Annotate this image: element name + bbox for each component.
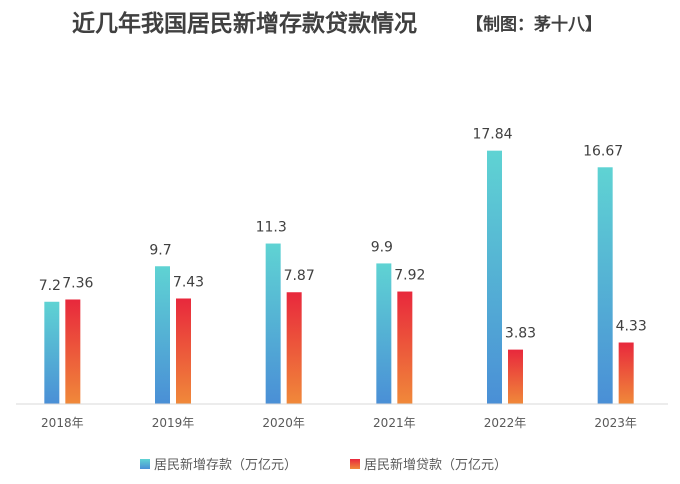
deposit-bar-0 bbox=[44, 301, 60, 404]
loan-value-label-3: 7.92 bbox=[394, 268, 425, 284]
deposit-value-label-2: 11.3 bbox=[256, 220, 287, 236]
deposit-bar-5 bbox=[597, 167, 613, 404]
loan-bar-1 bbox=[176, 298, 191, 404]
legend-label-1: 居民新增贷款（万亿元） bbox=[364, 457, 507, 473]
loan-value-label-0: 7.36 bbox=[62, 275, 93, 291]
category-label-5: 2023年 bbox=[594, 416, 637, 430]
category-label-0: 2018年 bbox=[41, 416, 84, 430]
loan-value-label-1: 7.43 bbox=[173, 274, 204, 290]
legend: 居民新增存款（万亿元） 居民新增贷款（万亿元） bbox=[140, 457, 507, 473]
category-label-2: 2020年 bbox=[262, 416, 305, 430]
loan-value-label-4: 3.83 bbox=[505, 326, 536, 342]
legend-swatch-0 bbox=[140, 459, 150, 469]
loan-value-label-2: 7.87 bbox=[284, 268, 315, 284]
category-labels-layer: 2018年 2019年 2020年 2021年 2022年 2023年 bbox=[41, 416, 637, 430]
deposit-bar-3 bbox=[376, 263, 392, 404]
deposit-value-label-1: 9.7 bbox=[149, 242, 171, 258]
loan-value-label-5: 4.33 bbox=[616, 319, 647, 335]
deposit-bar-4 bbox=[487, 150, 502, 404]
deposit-bar-1 bbox=[155, 266, 170, 404]
loan-bar-4 bbox=[508, 349, 523, 404]
deposit-value-label-3: 9.9 bbox=[371, 239, 393, 255]
chart-subtitle: 【制图：茅十八】 bbox=[466, 14, 602, 35]
deposit-value-label-4: 17.84 bbox=[472, 127, 512, 143]
loan-bar-0 bbox=[65, 299, 81, 404]
loan-bar-3 bbox=[397, 291, 413, 404]
deposit-value-label-0: 7.2 bbox=[39, 278, 61, 294]
chart-title: 近几年我国居民新增存款贷款情况 bbox=[72, 10, 417, 37]
deposit-bar-2 bbox=[265, 243, 281, 404]
bars-layer bbox=[44, 150, 634, 404]
legend-label-0: 居民新增存款（万亿元） bbox=[154, 457, 297, 473]
deposit-value-label-5: 16.67 bbox=[583, 143, 623, 159]
value-labels-layer: 7.2 7.36 9.77.43 11.3 7.87 9.97.92 17.84 3.83 16… bbox=[39, 127, 647, 342]
category-label-4: 2022年 bbox=[484, 416, 527, 430]
loan-bar-5 bbox=[618, 342, 634, 404]
category-label-3: 2021年 bbox=[373, 416, 416, 430]
legend-swatch-1 bbox=[350, 459, 360, 469]
category-label-1: 2019年 bbox=[152, 416, 195, 430]
loan-bar-2 bbox=[286, 292, 302, 404]
